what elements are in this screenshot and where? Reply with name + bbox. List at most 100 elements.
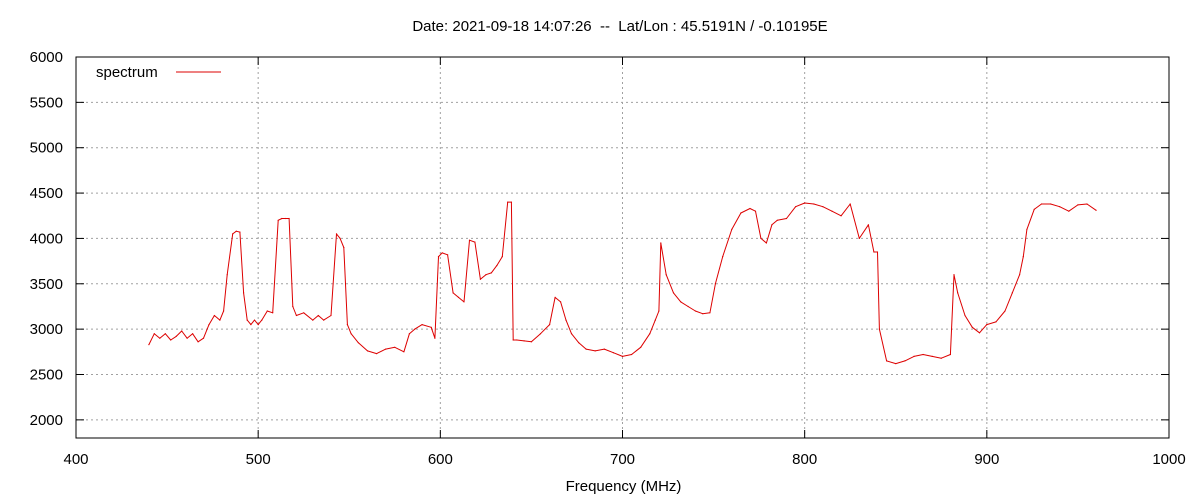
data-point <box>665 274 667 276</box>
data-point <box>394 346 396 348</box>
data-point <box>490 272 492 274</box>
data-point <box>385 348 387 350</box>
data-point <box>603 348 605 350</box>
data-point <box>330 314 332 317</box>
data-point <box>771 224 773 226</box>
data-point <box>904 360 906 362</box>
data-point <box>414 328 416 330</box>
data-point <box>840 215 842 217</box>
data-point <box>694 310 697 312</box>
data-point <box>776 219 778 221</box>
data-point <box>463 301 465 303</box>
grid-lines <box>76 57 1169 438</box>
data-point <box>223 310 225 312</box>
data-point <box>640 346 642 348</box>
data-point <box>922 353 924 356</box>
data-point <box>243 292 245 294</box>
data-point <box>346 324 348 326</box>
data-point <box>266 310 268 312</box>
x-tick-label: 700 <box>610 451 635 468</box>
data-point <box>1033 208 1035 210</box>
data-point <box>804 202 806 204</box>
data-point <box>953 274 955 276</box>
data-point <box>1004 310 1006 312</box>
data-point <box>1068 210 1070 212</box>
data-point <box>479 278 481 280</box>
data-point <box>995 321 997 323</box>
chart-title: Date: 2021-09-18 14:07:26 -- Lat/Lon : 4… <box>412 18 828 35</box>
y-tick-label: 5500 <box>30 94 63 111</box>
data-point <box>978 332 981 334</box>
data-point <box>931 355 933 357</box>
data-point <box>437 256 440 258</box>
data-point <box>680 301 682 303</box>
data-point <box>292 305 294 308</box>
data-point <box>1022 256 1024 258</box>
data-point <box>181 330 183 332</box>
y-tick-label: 2500 <box>30 367 63 384</box>
data-point <box>986 324 988 326</box>
data-point <box>570 333 573 335</box>
data-point <box>867 224 870 226</box>
data-point <box>795 206 797 208</box>
data-point <box>434 337 436 339</box>
data-point <box>250 324 252 326</box>
data-point <box>1040 203 1043 205</box>
data-point <box>208 324 210 326</box>
x-axis-label: Frequency (MHz) <box>566 478 682 495</box>
data-point <box>303 312 305 314</box>
data-point <box>257 324 259 326</box>
data-point <box>714 283 717 285</box>
data-point <box>447 254 449 256</box>
data-point <box>219 319 221 321</box>
data-point <box>585 348 587 350</box>
x-tick-label: 900 <box>974 451 999 468</box>
data-point <box>501 256 503 258</box>
data-point <box>785 217 788 220</box>
data-point <box>261 319 263 321</box>
data-point <box>246 319 248 321</box>
data-point <box>621 355 624 357</box>
data-point <box>709 312 711 314</box>
x-tick-label: 1000 <box>1152 451 1185 468</box>
data-point <box>722 256 724 258</box>
data-point <box>170 339 172 341</box>
data-point <box>964 314 966 317</box>
data-point <box>702 313 704 315</box>
data-point <box>631 353 633 356</box>
data-point <box>408 333 410 335</box>
data-point <box>239 231 241 233</box>
data-point <box>295 314 297 317</box>
data-point <box>175 335 177 337</box>
x-tick-label: 500 <box>246 451 271 468</box>
data-point <box>971 326 973 328</box>
data-point <box>895 363 897 365</box>
data-point <box>878 328 881 330</box>
legend: spectrum <box>96 64 221 81</box>
data-point <box>430 326 432 328</box>
data-point <box>858 237 860 239</box>
data-point <box>539 333 542 335</box>
data-point <box>376 353 378 355</box>
data-point <box>765 242 768 244</box>
data-point <box>510 201 512 203</box>
data-point <box>1011 292 1013 294</box>
data-point <box>660 242 662 244</box>
data-point <box>612 352 615 354</box>
data-point <box>153 333 155 335</box>
x-tick-label: 400 <box>63 451 88 468</box>
data-point <box>649 333 651 335</box>
data-point <box>232 233 234 235</box>
data-point <box>754 210 757 212</box>
data-point <box>1095 209 1097 211</box>
data-point <box>940 357 942 359</box>
data-point <box>873 251 875 253</box>
data-point <box>323 319 325 321</box>
data-point <box>281 217 283 220</box>
data-point <box>457 296 460 298</box>
data-point <box>849 203 851 205</box>
data-point <box>1059 206 1061 208</box>
data-point <box>1077 204 1079 206</box>
data-point <box>357 342 359 344</box>
data-point <box>452 292 454 294</box>
